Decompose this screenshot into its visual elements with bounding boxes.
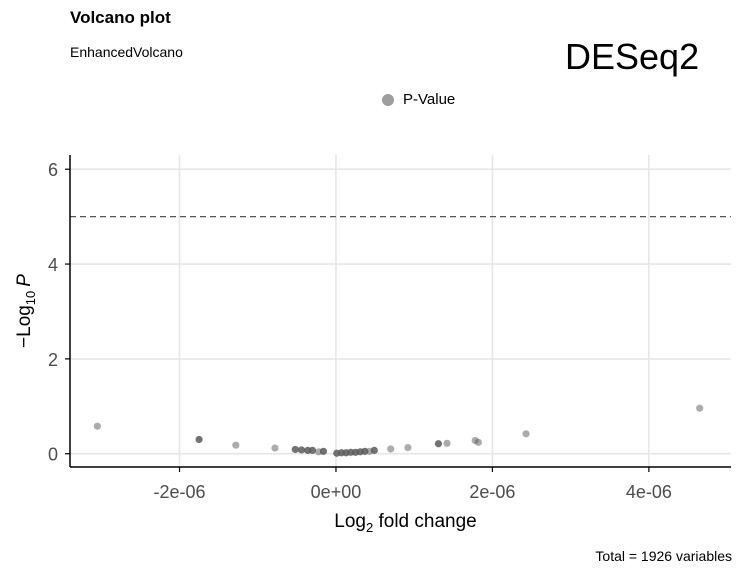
data-point xyxy=(370,446,378,455)
y-axis-title: −Log10P xyxy=(14,274,38,348)
data-point xyxy=(271,444,279,452)
data-point xyxy=(474,438,482,446)
data-point xyxy=(297,446,306,454)
y-tick-label: 2 xyxy=(48,350,58,370)
chart-subtitle: EnhancedVolcano xyxy=(70,44,183,60)
data-point xyxy=(308,446,317,455)
y-tick-label: 6 xyxy=(48,160,58,180)
data-point xyxy=(291,445,299,454)
x-tick-label: 0e+00 xyxy=(311,482,362,502)
data-point xyxy=(232,441,240,449)
x-axis-title: Log2 fold change xyxy=(334,511,476,535)
data-point xyxy=(195,435,203,444)
data-point xyxy=(93,422,101,430)
legend-label: P-Value xyxy=(403,91,456,108)
legend: P-Value xyxy=(382,91,455,108)
y-tick-label: 0 xyxy=(48,445,58,465)
data-point xyxy=(434,440,443,448)
y-tick-label: 4 xyxy=(48,255,58,275)
data-point xyxy=(404,443,412,452)
data-point xyxy=(696,404,704,412)
data-point xyxy=(443,439,451,447)
x-tick-label: -2e-06 xyxy=(153,482,205,502)
data-point xyxy=(522,430,530,438)
chart-title: Volcano plot xyxy=(70,8,171,27)
chart-tag: DESeq2 xyxy=(565,36,700,77)
x-tick-label: 2e-06 xyxy=(469,482,515,502)
legend-marker xyxy=(382,93,394,106)
chart-caption: Total = 1926 variables xyxy=(595,548,732,564)
x-tick-label: 4e-06 xyxy=(626,482,672,502)
data-point xyxy=(387,445,395,453)
data-point xyxy=(319,447,328,455)
